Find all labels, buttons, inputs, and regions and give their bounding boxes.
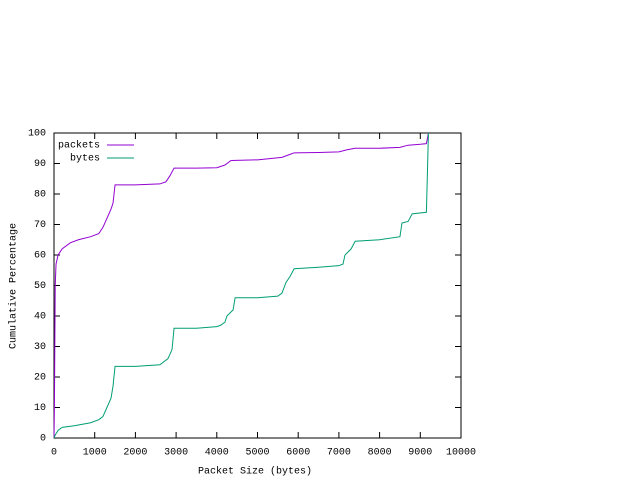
- legend-label: packets: [58, 140, 100, 152]
- x-tick-label: 9000: [408, 448, 432, 459]
- x-tick-label: 2000: [123, 448, 147, 459]
- x-tick-label: 0: [51, 448, 57, 459]
- plot-frame: [53, 132, 462, 439]
- y-tick-label: 70: [34, 220, 46, 231]
- y-tick-label: 50: [34, 281, 46, 292]
- y-tick-label: 20: [34, 373, 46, 384]
- x-tick-label: 7000: [327, 448, 351, 459]
- y-tick-label: 60: [34, 251, 46, 262]
- y-tick-label: 90: [34, 159, 46, 170]
- x-tick-label: 8000: [368, 448, 392, 459]
- x-tick-label: 3000: [164, 448, 188, 459]
- y-tick-label: 10: [34, 403, 46, 414]
- data-line: [53, 132, 429, 439]
- x-axis-label: Packet Size (bytes): [198, 466, 312, 478]
- x-tick-label: 10000: [446, 448, 476, 459]
- x-tick-label: 5000: [245, 448, 269, 459]
- x-tick-label: 6000: [286, 448, 310, 459]
- y-tick-label: 80: [34, 190, 46, 201]
- y-tick-label: 100: [28, 129, 46, 140]
- y-tick-label: 30: [34, 342, 46, 353]
- data-line: [53, 132, 429, 439]
- y-tick-label: 40: [34, 312, 46, 323]
- y-axis-label: Cumulative Percentage: [8, 223, 20, 349]
- y-tick-label: 0: [40, 434, 46, 445]
- x-tick-label: 4000: [205, 448, 229, 459]
- legend-label: bytes: [70, 153, 100, 165]
- x-tick-label: 1000: [83, 448, 107, 459]
